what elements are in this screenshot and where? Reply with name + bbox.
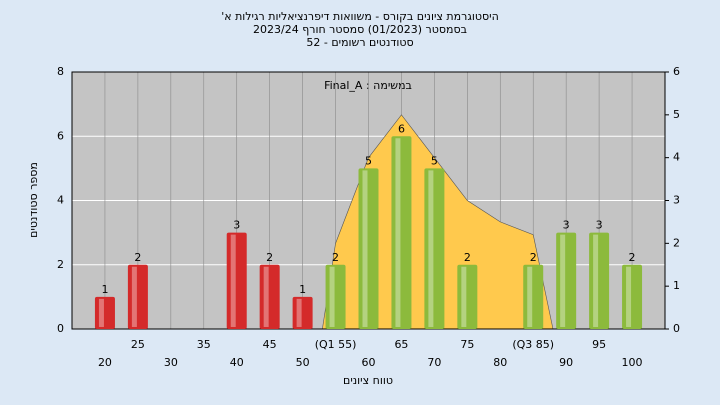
y2-tick-label: 2 bbox=[673, 236, 680, 249]
x-tick-label: 50 bbox=[296, 356, 310, 369]
y2-tick-label: 4 bbox=[673, 151, 680, 164]
x-tick-label: 35 bbox=[197, 338, 211, 351]
annotation: במשימה : Final_A bbox=[324, 79, 412, 92]
bar-highlight bbox=[131, 266, 137, 327]
y-tick-label: 8 bbox=[57, 65, 64, 78]
y2-tick-label: 3 bbox=[673, 194, 680, 207]
bar bbox=[292, 296, 313, 329]
chart-title: היסטוגרמת ציונים בקורס - משוואות דיפרנצי… bbox=[221, 10, 499, 23]
bar bbox=[457, 264, 478, 329]
bar bbox=[391, 136, 412, 329]
bar bbox=[358, 168, 379, 329]
bar bbox=[259, 264, 280, 329]
x-tick-label: (Q1 55) bbox=[315, 338, 357, 351]
y2-tick-label: 5 bbox=[673, 108, 680, 121]
chart-subtitle: סטודנטים רשומים - 52 bbox=[306, 36, 413, 49]
bar-highlight bbox=[230, 234, 236, 327]
bar bbox=[226, 232, 247, 329]
data-label: 6 bbox=[398, 122, 405, 135]
data-label: 2 bbox=[266, 251, 273, 264]
bar-highlight bbox=[626, 266, 632, 327]
bar-highlight bbox=[296, 298, 302, 327]
data-label: 3 bbox=[563, 219, 570, 232]
data-label: 2 bbox=[530, 251, 537, 264]
x-tick-label: 65 bbox=[394, 338, 408, 351]
y-tick-label: 6 bbox=[57, 129, 64, 142]
x-tick-label: 25 bbox=[131, 338, 145, 351]
x-tick-label: 30 bbox=[164, 356, 178, 369]
x-tick-label: 20 bbox=[98, 356, 112, 369]
bar-highlight bbox=[329, 266, 335, 327]
bar bbox=[424, 168, 445, 329]
bar-highlight bbox=[527, 266, 533, 327]
x-axis-label: טווח ציונים bbox=[343, 374, 393, 387]
x-tick-label: 90 bbox=[559, 356, 573, 369]
x-tick-label: 40 bbox=[230, 356, 244, 369]
x-tick-label: 45 bbox=[263, 338, 277, 351]
bar-highlight bbox=[593, 234, 599, 327]
data-label: 3 bbox=[233, 219, 240, 232]
x-tick-label: 75 bbox=[460, 338, 474, 351]
y-axis-label: מספר סטודנטים bbox=[27, 162, 40, 238]
y2-tick-label: 1 bbox=[673, 279, 680, 292]
x-tick-label: 70 bbox=[427, 356, 441, 369]
data-label: 2 bbox=[629, 251, 636, 264]
bar bbox=[523, 264, 544, 329]
y-tick-label: 2 bbox=[57, 258, 64, 271]
x-tick-label: 80 bbox=[493, 356, 507, 369]
bar-highlight bbox=[428, 170, 434, 327]
x-tick-label: 60 bbox=[362, 356, 376, 369]
bar-highlight bbox=[560, 234, 566, 327]
data-label: 3 bbox=[596, 219, 603, 232]
x-tick-label: 100 bbox=[622, 356, 643, 369]
bar-highlight bbox=[263, 266, 269, 327]
bar bbox=[325, 264, 346, 329]
bar-highlight bbox=[395, 138, 401, 327]
data-label: 1 bbox=[101, 283, 108, 296]
bar-highlight bbox=[98, 298, 104, 327]
data-label: 1 bbox=[299, 283, 306, 296]
bar-highlight bbox=[461, 266, 467, 327]
data-label: 5 bbox=[431, 154, 438, 167]
bar bbox=[556, 232, 577, 329]
bar bbox=[127, 264, 148, 329]
chart-subtitle: בסמסטר (01/2023) סמסטר חורף 2023/24 bbox=[253, 23, 467, 36]
bar-highlight bbox=[362, 170, 368, 327]
bar bbox=[622, 264, 643, 329]
data-label: 5 bbox=[365, 154, 372, 167]
y2-tick-label: 0 bbox=[673, 322, 680, 335]
x-tick-label: (Q3 85) bbox=[512, 338, 554, 351]
y2-tick-label: 6 bbox=[673, 65, 680, 78]
y-tick-label: 4 bbox=[57, 194, 64, 207]
bar bbox=[589, 232, 610, 329]
data-label: 2 bbox=[332, 251, 339, 264]
data-label: 2 bbox=[134, 251, 141, 264]
y-tick-label: 0 bbox=[57, 322, 64, 335]
data-label: 2 bbox=[464, 251, 471, 264]
bar bbox=[94, 296, 115, 329]
x-tick-label: 95 bbox=[592, 338, 606, 351]
